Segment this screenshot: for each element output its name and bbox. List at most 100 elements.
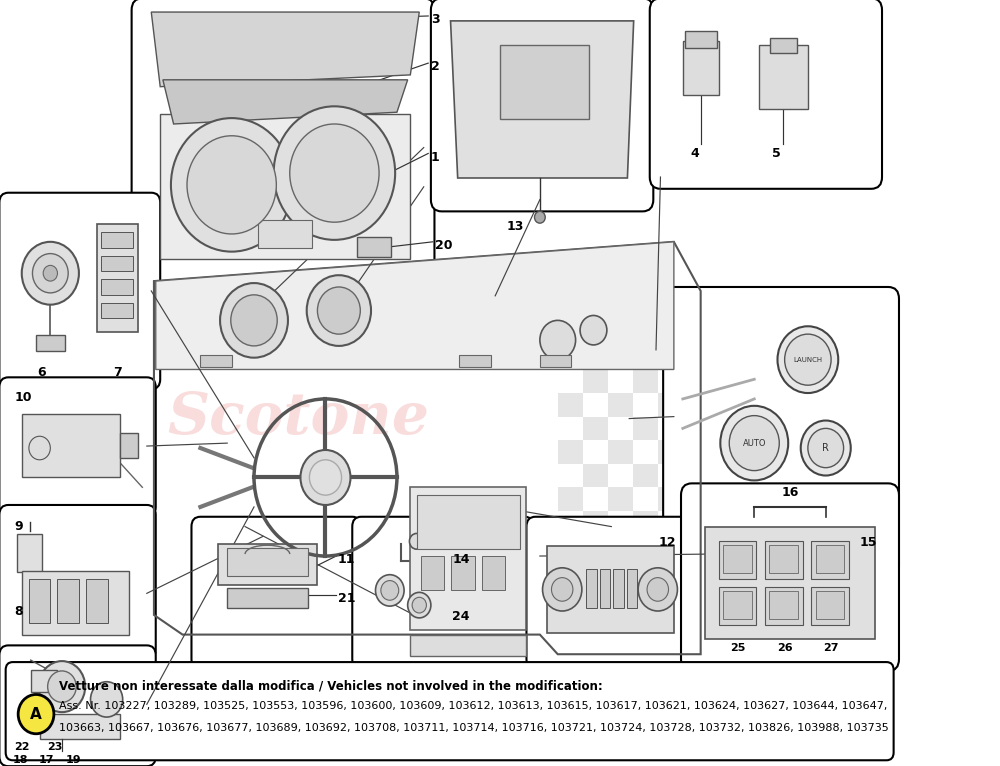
Bar: [120, 434, 138, 458]
Bar: [583, 463, 608, 487]
Bar: [627, 569, 637, 608]
Bar: [733, 558, 758, 581]
Polygon shape: [163, 80, 408, 124]
Bar: [608, 535, 633, 558]
Circle shape: [187, 136, 276, 234]
Bar: [57, 578, 79, 623]
Circle shape: [375, 574, 404, 606]
Text: 26: 26: [777, 643, 792, 653]
Bar: [558, 487, 583, 511]
FancyBboxPatch shape: [132, 0, 434, 284]
FancyBboxPatch shape: [681, 483, 899, 671]
Text: LAUNCH: LAUNCH: [793, 357, 822, 362]
Circle shape: [274, 106, 395, 240]
Bar: [633, 558, 658, 581]
Bar: [708, 299, 733, 322]
Circle shape: [290, 124, 379, 222]
Circle shape: [408, 592, 431, 618]
Bar: [758, 440, 783, 463]
Bar: [683, 463, 708, 487]
Text: R: R: [822, 443, 829, 453]
Circle shape: [540, 320, 576, 360]
Bar: [723, 591, 752, 619]
Circle shape: [39, 661, 85, 712]
Bar: [811, 588, 849, 625]
Bar: [583, 369, 608, 393]
Text: 8: 8: [15, 605, 23, 618]
Text: 22: 22: [15, 741, 30, 751]
Text: 9: 9: [15, 519, 23, 532]
Bar: [22, 571, 129, 634]
Bar: [633, 322, 658, 346]
Circle shape: [647, 578, 669, 601]
Polygon shape: [451, 21, 634, 178]
Circle shape: [29, 437, 50, 460]
Bar: [40, 714, 120, 738]
Text: Vetture non interessate dalla modifica / Vehicles not involved in the modificati: Vetture non interessate dalla modifica /…: [59, 679, 603, 692]
Circle shape: [309, 460, 342, 495]
Circle shape: [720, 406, 788, 480]
Bar: [770, 38, 797, 54]
Bar: [708, 346, 733, 369]
Bar: [558, 299, 583, 322]
FancyBboxPatch shape: [191, 517, 361, 669]
Bar: [31, 670, 57, 692]
Bar: [708, 535, 733, 558]
Bar: [583, 558, 608, 581]
Bar: [459, 355, 491, 366]
Bar: [500, 45, 589, 119]
Bar: [759, 45, 808, 110]
Bar: [633, 369, 658, 393]
Bar: [816, 591, 844, 619]
Bar: [708, 487, 733, 511]
Bar: [811, 542, 849, 578]
FancyBboxPatch shape: [663, 287, 899, 578]
Circle shape: [785, 334, 831, 385]
Text: Scotone: Scotone: [168, 391, 430, 447]
FancyBboxPatch shape: [0, 505, 156, 660]
Bar: [723, 545, 752, 573]
Bar: [783, 417, 808, 440]
Bar: [733, 417, 758, 440]
Bar: [258, 220, 312, 247]
Circle shape: [777, 326, 838, 393]
Bar: [758, 346, 783, 369]
FancyBboxPatch shape: [0, 378, 156, 517]
Bar: [783, 558, 808, 581]
Bar: [227, 548, 308, 576]
Circle shape: [91, 682, 123, 717]
Bar: [683, 417, 708, 440]
Circle shape: [171, 118, 292, 252]
Text: 23: 23: [47, 741, 62, 751]
Circle shape: [317, 287, 360, 334]
Bar: [765, 542, 803, 578]
Bar: [97, 224, 138, 332]
Circle shape: [307, 275, 371, 346]
FancyBboxPatch shape: [526, 517, 696, 669]
Bar: [583, 322, 608, 346]
Circle shape: [231, 295, 277, 346]
FancyBboxPatch shape: [0, 193, 160, 389]
Bar: [410, 487, 526, 630]
Text: 11: 11: [338, 553, 355, 566]
Bar: [758, 487, 783, 511]
Circle shape: [32, 254, 68, 293]
Bar: [719, 542, 756, 578]
Text: 5: 5: [772, 146, 781, 159]
Text: 19: 19: [66, 755, 81, 765]
Circle shape: [300, 450, 350, 505]
Bar: [101, 256, 133, 271]
Circle shape: [543, 568, 582, 611]
Circle shape: [801, 421, 851, 476]
Bar: [633, 511, 658, 535]
Text: 103663, 103667, 103676, 103677, 103689, 103692, 103708, 103711, 103714, 103716, : 103663, 103667, 103676, 103677, 103689, …: [59, 723, 889, 733]
Circle shape: [412, 597, 426, 613]
Bar: [608, 299, 633, 322]
Bar: [733, 322, 758, 346]
Bar: [658, 487, 683, 511]
Bar: [758, 535, 783, 558]
Bar: [816, 545, 844, 573]
FancyBboxPatch shape: [650, 0, 882, 188]
Text: 6: 6: [37, 365, 46, 378]
Bar: [29, 578, 50, 623]
